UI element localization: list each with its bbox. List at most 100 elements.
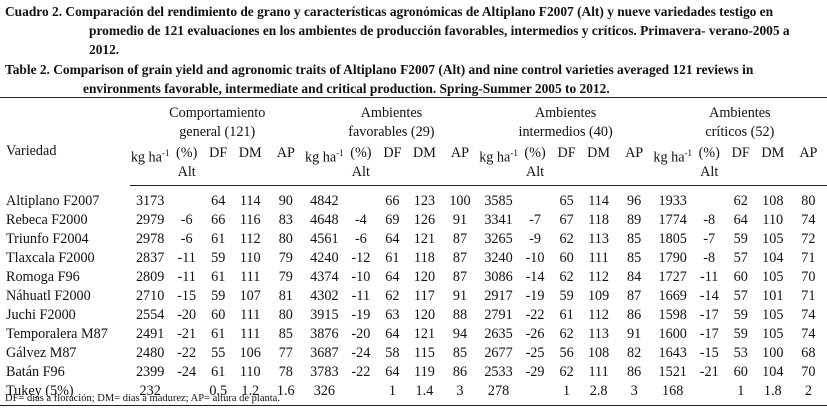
table-cell: -11 (351, 288, 371, 304)
table-cell: 3876 (310, 326, 339, 342)
table-cell: 4240 (310, 250, 339, 266)
table-row: Tukey (5%) 232 0.5 1.2 1.6 326 1 1.4 3 278 1 2.8 3 16… (0, 382, 827, 406)
table-cell: Tukey (5%) (0, 382, 131, 406)
column-header-line: (%) (176, 145, 198, 161)
table-cell: 62 (559, 269, 574, 285)
column-header: (%) Alt (170, 142, 204, 186)
table-cell: 64 (733, 212, 748, 228)
table-cell: -6 (180, 212, 193, 228)
column-header-line: (%) (524, 145, 546, 161)
table-cell: 60 (733, 269, 748, 285)
table-cell: 82 (627, 345, 642, 361)
table-cell: 2480 (135, 345, 165, 361)
table-cell: 80 (278, 231, 293, 247)
table-cell: 77 (278, 345, 293, 361)
table-cell: -4 (354, 212, 367, 228)
table-cell (692, 382, 726, 406)
table-cell: 120 (413, 307, 436, 323)
table-cell: 2533 (484, 364, 513, 380)
table-cell: 57 (733, 250, 748, 266)
table-cell: 104 (762, 250, 784, 266)
table-cell: 107 (239, 288, 261, 304)
table-row: Batán F96 2399 -24 61 110 78 3783 -22 64 119 86 253… (0, 363, 827, 382)
table-cell: 60 (559, 250, 574, 266)
table-cell: 111 (240, 269, 261, 285)
table-cell: 74 (801, 307, 816, 323)
table-cell: Juchi F2000 (6, 307, 76, 323)
table-cell: 113 (588, 231, 609, 247)
table-cell: 90 (278, 193, 293, 209)
table-cell: -21 (177, 326, 197, 342)
table-cell: 2791 (484, 307, 513, 323)
table-cell: -6 (180, 231, 193, 247)
caption-label: Cuadro 2. (5, 4, 63, 19)
column-header: Variedad (0, 97, 131, 186)
table-cell: 62 (559, 231, 574, 247)
table-cell: 85 (452, 345, 468, 361)
table-cell: 1805 (658, 231, 687, 247)
table-cell: 1643 (658, 345, 687, 361)
table-cell: 78 (278, 364, 293, 380)
column-header: AP (789, 142, 827, 186)
table-cell: 123 (413, 193, 436, 209)
table-cell: 3265 (484, 231, 513, 247)
column-header: kg ha-1 (304, 142, 345, 186)
table-cell: 80 (278, 307, 293, 323)
table-cell: 0.5 (203, 382, 234, 406)
table-cell: 79 (278, 269, 293, 285)
table-cell: -24 (177, 364, 197, 380)
table-cell: 105 (762, 269, 784, 285)
table-cell: 1521 (658, 364, 687, 380)
table-cell: 59 (559, 288, 574, 304)
table-cell: 1 (377, 382, 408, 406)
table-cell: 1933 (658, 193, 687, 209)
table-cell: 2635 (484, 326, 513, 342)
table-cell (518, 382, 552, 406)
column-header: AP (615, 142, 653, 186)
group-header-line: Ambientes (534, 105, 597, 121)
table-cell: 278 (478, 382, 519, 406)
table-cell: 110 (239, 250, 261, 266)
table-cell: 100 (449, 193, 471, 209)
table-cell: -14 (525, 269, 545, 285)
table-cell: 121 (413, 231, 436, 247)
table-cell: 66 (211, 212, 226, 228)
table-cell: -11 (700, 269, 719, 285)
table-cell: -21 (699, 364, 719, 380)
table-cell: 106 (239, 345, 261, 361)
table-cell: 121 (413, 326, 436, 342)
table-cell: 1774 (658, 212, 687, 228)
table-cell: 62 (559, 364, 574, 380)
table-cell: Triunfo F2004 (6, 231, 89, 247)
table-cell: 91 (452, 212, 468, 228)
table-cell: 2554 (135, 307, 165, 323)
caption-label: Table 2. (5, 61, 50, 77)
column-header: AP (267, 142, 305, 186)
table-cell: 2677 (484, 345, 513, 361)
table-cell: 55 (211, 345, 226, 361)
table-cell: 1790 (658, 250, 687, 266)
table-cell: 1 (551, 382, 582, 406)
table-cell: 64 (385, 269, 400, 285)
table-cell: -26 (525, 326, 545, 342)
column-header: (%) Alt (692, 142, 726, 186)
column-header: kg ha-1 (478, 142, 519, 186)
table-cell: 4561 (310, 231, 339, 247)
caption-en: Table 2. Comparison of grain yield and a… (5, 60, 823, 98)
group-header-line: Comportamiento (169, 105, 266, 121)
table-cell: 60 (733, 364, 748, 380)
table-cell: 3 (441, 382, 479, 406)
column-header: (%) Alt (518, 142, 552, 186)
table-cell: 3173 (135, 193, 165, 209)
unit: kg ha (305, 149, 337, 166)
table-cell: 2 (789, 382, 827, 406)
table-cell: 87 (627, 288, 642, 304)
table-cell: 114 (239, 193, 261, 209)
table-cell: 114 (588, 193, 609, 209)
table-cell: 53 (733, 345, 748, 361)
table-cell: -12 (351, 250, 371, 266)
table-cell: 168 (652, 382, 693, 406)
table-cell: 1600 (658, 326, 687, 342)
table-cell: 85 (278, 326, 293, 342)
table-cell: 2710 (135, 288, 165, 304)
